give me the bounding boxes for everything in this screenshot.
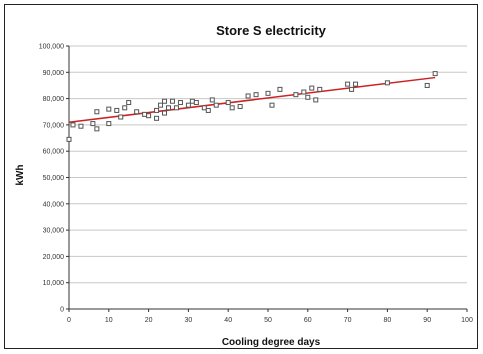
- data-point: [78, 123, 84, 129]
- y-tick-label: 50,000: [43, 175, 65, 182]
- data-point: [70, 122, 76, 128]
- data-point: [432, 71, 438, 77]
- y-tick-label: 80,000: [43, 96, 65, 103]
- x-tick-label: 80: [384, 317, 392, 324]
- data-point: [305, 94, 311, 100]
- x-tick-label: 0: [67, 317, 71, 324]
- data-point: [118, 114, 124, 120]
- x-tick-label: 10: [105, 317, 113, 324]
- data-point: [106, 121, 112, 127]
- x-tick-label: 30: [185, 317, 193, 324]
- data-point: [317, 86, 323, 92]
- trendline: [68, 76, 436, 124]
- data-point: [66, 136, 72, 142]
- data-point: [209, 97, 215, 103]
- y-tick-label: 90,000: [43, 70, 65, 77]
- chart-title: Store S electricity: [216, 23, 327, 38]
- y-tick-label: 60,000: [43, 149, 65, 156]
- data-point: [201, 105, 207, 111]
- data-point: [162, 98, 168, 104]
- x-tick-label: 50: [264, 317, 272, 324]
- data-point: [142, 111, 148, 117]
- data-point: [384, 80, 390, 86]
- data-point: [166, 105, 171, 111]
- x-axis-label: Cooling degree days: [222, 337, 321, 348]
- data-point: [173, 105, 179, 111]
- y-tick-label: 30,000: [43, 228, 65, 235]
- data-point: [237, 103, 243, 109]
- y-tick-label: 100,000: [39, 44, 64, 51]
- data-point: [345, 81, 351, 87]
- data-point: [114, 107, 120, 113]
- data-point: [106, 106, 112, 112]
- x-tick-label: 20: [145, 317, 153, 324]
- data-point: [313, 97, 319, 103]
- data-point: [229, 105, 235, 111]
- data-point: [158, 102, 164, 108]
- data-point: [277, 86, 283, 92]
- x-tick-label: 70: [344, 317, 352, 324]
- x-tick-label: 90: [423, 317, 431, 324]
- data-point: [309, 85, 315, 91]
- data-point: [265, 90, 271, 96]
- y-tick-label: 40,000: [43, 201, 65, 208]
- data-point: [205, 107, 211, 113]
- data-point: [293, 92, 299, 98]
- data-point: [154, 115, 160, 121]
- data-point: [213, 102, 219, 108]
- x-tick-label: 100: [461, 317, 473, 324]
- x-tick-label: 60: [304, 317, 312, 324]
- y-tick-label: 70,000: [43, 122, 65, 129]
- y-tick-label: 20,000: [43, 254, 65, 261]
- data-point: [169, 98, 175, 104]
- data-point: [349, 86, 355, 92]
- data-point: [253, 92, 259, 98]
- data-point: [146, 113, 152, 119]
- data-point: [162, 110, 168, 116]
- data-point: [126, 100, 132, 106]
- data-point: [353, 81, 359, 87]
- data-point: [245, 93, 251, 99]
- data-point: [269, 102, 275, 108]
- data-point: [424, 82, 430, 88]
- data-point: [225, 100, 231, 106]
- y-tick-label: 10,000: [43, 280, 65, 287]
- y-tick-label: 0: [60, 307, 64, 314]
- data-point: [177, 100, 183, 106]
- data-point: [122, 105, 128, 111]
- scatter-chart: Store S electricity 0 10 20 30 40 50 60 70 80 90 1…: [15, 23, 473, 348]
- data-point: [134, 109, 140, 115]
- y-axis-label: kWh: [15, 164, 26, 185]
- data-point: [189, 98, 195, 104]
- data-point: [185, 102, 191, 108]
- data-point: [94, 126, 100, 132]
- data-point: [94, 109, 100, 115]
- data-point: [301, 89, 307, 95]
- x-tick-label: 40: [224, 317, 232, 324]
- data-point: [193, 100, 199, 106]
- data-point: [90, 121, 96, 127]
- data-point: [154, 107, 160, 113]
- chart-frame: Store S electricity 0 10 20 30 40 50 60 70 80 90 1…: [4, 4, 478, 349]
